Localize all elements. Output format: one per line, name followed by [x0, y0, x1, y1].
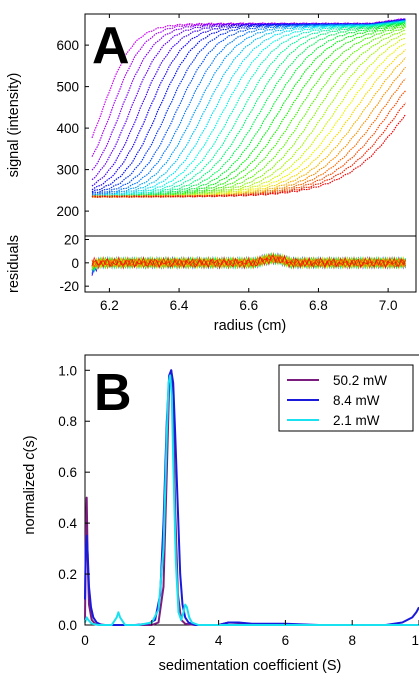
x-tick-label: 6	[282, 633, 290, 648]
panel-b-legend: 50.2 mW 8.4 mW 2.1 mW	[278, 364, 414, 432]
scan-trace	[91, 21, 406, 198]
panel-a-residual-traces	[91, 251, 406, 276]
y-tick-label: 200	[56, 204, 79, 219]
scan-trace	[91, 19, 406, 196]
y-tick-label: 0.8	[58, 414, 77, 429]
x-tick-label: 7.0	[379, 298, 398, 313]
y-tick-label: 300	[56, 163, 79, 178]
panel-a-scan-traces	[91, 18, 407, 198]
panel-a-y-axis-label: signal (intensity)	[6, 73, 22, 178]
scan-trace	[91, 20, 406, 197]
y-tick-label: 1.0	[58, 363, 77, 378]
x-tick-label: 6.2	[100, 298, 119, 313]
panel-a-x-axis-label: radius (cm)	[214, 318, 287, 334]
y-tick-label: 0.6	[58, 465, 77, 480]
series-line	[84, 374, 419, 626]
residual-tick-label: 0	[71, 256, 79, 271]
scan-trace	[91, 20, 406, 197]
panel-b: 0 2 4 6 8 1 0.0 0.2 0.4 0.6 0.8 1.0 B normalized c(…	[22, 354, 419, 674]
scan-trace	[91, 21, 406, 198]
x-tick-label: 0	[81, 633, 89, 648]
legend-label: 2.1 mW	[333, 413, 380, 428]
panel-b-y-axis-label-italic: c	[22, 452, 38, 460]
y-tick-label: 0.0	[58, 618, 77, 633]
residual-trace	[91, 252, 406, 270]
y-tick-label: 400	[56, 121, 79, 136]
residual-tick-label: -20	[59, 279, 79, 294]
y-tick-label: 500	[56, 80, 79, 95]
legend-label: 50.2 mW	[333, 373, 387, 388]
legend-box	[278, 364, 414, 432]
residual-trace	[91, 252, 406, 270]
x-tick-label: 4	[215, 633, 223, 648]
y-tick-label: 0.2	[58, 567, 77, 582]
x-tick-label: 8	[348, 633, 356, 648]
scan-trace	[91, 19, 406, 193]
x-tick-label: 6.8	[309, 298, 328, 313]
scan-trace	[91, 19, 406, 197]
panel-b-x-axis-label: sedimentation coefficient (S)	[159, 658, 342, 674]
panel-a-letter: A	[92, 17, 130, 75]
scan-trace	[91, 19, 406, 195]
scan-trace	[91, 114, 407, 198]
panel-b-y-axis-label: normalized c(s)	[22, 435, 38, 534]
scan-trace	[91, 21, 406, 198]
panel-b-letter: B	[94, 364, 132, 422]
residual-tick-label: 20	[64, 233, 79, 248]
x-tick-label: 2	[148, 633, 156, 648]
panel-a-main-plot-frame	[84, 13, 417, 237]
residual-trace	[91, 254, 406, 270]
y-tick-label: 0.4	[58, 516, 77, 531]
panel-b-series-lines	[84, 369, 419, 626]
y-tick-label: 600	[56, 38, 79, 53]
panel-b-y-axis-label-suffix: (s)	[22, 435, 38, 452]
x-tick-label: 6.6	[239, 298, 258, 313]
panel-b-ticks: 0 2 4 6 8 1 0.0 0.2 0.4 0.6 0.8 1.0	[58, 363, 419, 648]
x-tick-label: 6.4	[170, 298, 189, 313]
legend-label: 8.4 mW	[333, 393, 380, 408]
panel-b-y-axis-label-prefix: normalized	[22, 460, 38, 535]
panel-a-residuals-axis-label: residuals	[6, 235, 22, 293]
x-tick-label: 1	[411, 633, 419, 648]
